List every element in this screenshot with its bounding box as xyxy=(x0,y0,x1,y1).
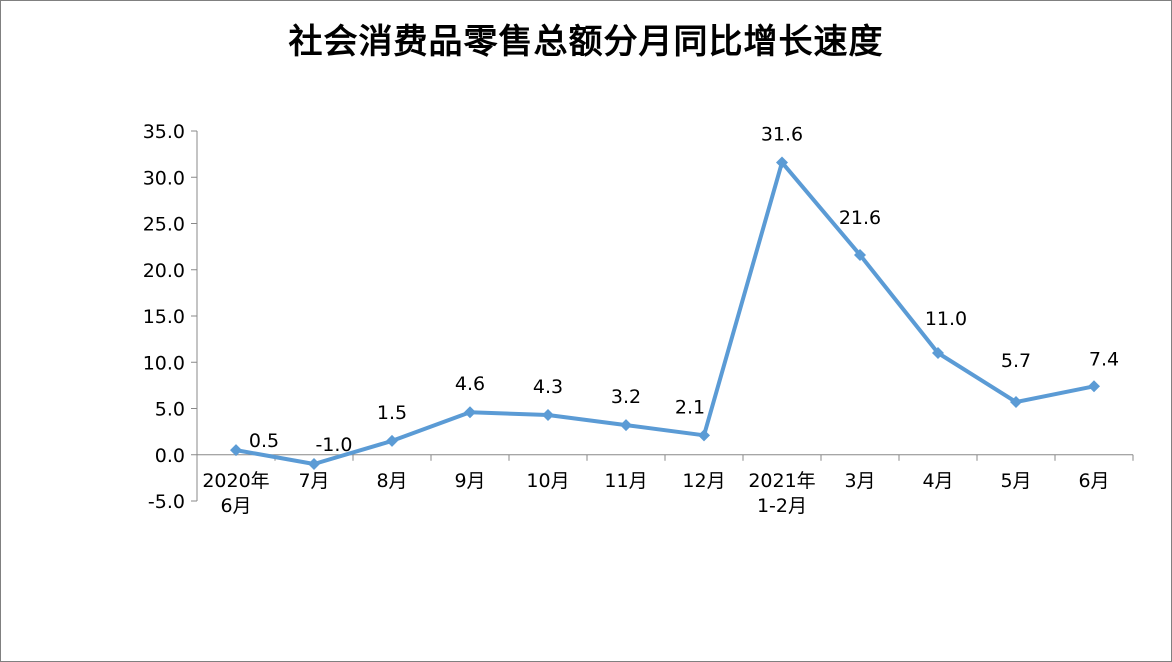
x-axis-ticks: 2020年 6月 7月 8月 9月 10月 11月 12月 2021年 1-2月 3月 4月 5月 6月 xyxy=(196,454,1134,517)
x-tick-label-line: 2020年 xyxy=(202,470,269,492)
data-label: 1.5 xyxy=(377,402,407,424)
series-line xyxy=(235,160,1095,466)
x-tick-label-line: 6月 xyxy=(1078,470,1109,492)
x-tick-label: 11月 xyxy=(604,470,647,492)
x-tick-label: 10月 xyxy=(526,470,569,492)
y-axis-ticks: -5.0 0.0 5.0 10.0 15.0 20.0 25.0 30.0 35.0 xyxy=(143,121,197,513)
x-tick-label-line: 1-2月 xyxy=(757,495,807,517)
data-point-marker xyxy=(308,458,320,470)
y-tick-label: 35.0 xyxy=(143,121,185,143)
series-line-group xyxy=(230,156,1100,470)
y-tick-label: 10.0 xyxy=(143,352,185,374)
data-label: 31.6 xyxy=(761,123,803,145)
data-label: 3.2 xyxy=(611,386,641,408)
data-point-marker xyxy=(1010,396,1022,409)
data-point-marker xyxy=(542,408,554,421)
data-point-marker xyxy=(854,248,866,261)
x-tick-label: 4月 xyxy=(922,470,953,492)
data-point-marker xyxy=(386,434,398,447)
data-labels: 0.5 -1.0 1.5 4.6 4.3 3.2 2.1 31.6 21.6 11.0 5.7 7.4 xyxy=(249,123,1119,456)
data-point-marker xyxy=(776,156,788,169)
x-tick-label-line: 3月 xyxy=(844,470,875,492)
y-tick-label: -5.0 xyxy=(148,491,185,513)
x-tick-label-line: 4月 xyxy=(922,470,953,492)
data-label: 7.4 xyxy=(1089,348,1119,370)
data-label: 11.0 xyxy=(925,308,967,330)
data-point-marker xyxy=(620,419,632,432)
x-tick-label-line: 5月 xyxy=(1000,470,1031,492)
y-tick-label: 15.0 xyxy=(143,306,185,328)
data-point-marker xyxy=(1088,380,1100,393)
x-tick-label: 3月 xyxy=(844,470,875,492)
data-label: 4.3 xyxy=(533,376,563,398)
y-tick-label: 0.0 xyxy=(155,445,185,467)
x-tick-label: 5月 xyxy=(1000,470,1031,492)
x-tick-label-line: 11月 xyxy=(604,470,647,492)
data-label: 2.1 xyxy=(675,396,705,418)
x-tick-label-line: 12月 xyxy=(682,470,725,492)
x-tick-label-line: 10月 xyxy=(526,470,569,492)
x-tick-label: 2020年 6月 xyxy=(202,470,269,517)
data-label: 0.5 xyxy=(249,430,279,452)
data-point-marker xyxy=(230,444,242,457)
y-tick-label: 5.0 xyxy=(155,399,185,421)
y-tick-label: 20.0 xyxy=(143,260,185,282)
x-tick-label-line: 8月 xyxy=(376,470,407,492)
x-tick-label-line: 2021年 xyxy=(748,470,815,492)
data-point-marker xyxy=(698,429,710,442)
data-point-marker xyxy=(932,347,944,359)
x-tick-label: 12月 xyxy=(682,470,725,492)
y-tick-label: 30.0 xyxy=(143,167,185,189)
data-label: -1.0 xyxy=(315,434,352,456)
chart-title: 社会消费品零售总额分月同比增长速度 xyxy=(288,22,884,62)
x-tick-label-line: 9月 xyxy=(454,470,485,492)
x-tick-label: 8月 xyxy=(376,470,407,492)
data-label: 5.7 xyxy=(1001,350,1031,372)
data-label: 4.6 xyxy=(455,373,485,395)
x-tick-label: 6月 xyxy=(1078,470,1109,492)
x-tick-label-line: 7月 xyxy=(298,470,329,492)
x-tick-label: 2021年 1-2月 xyxy=(748,470,815,517)
data-label: 21.6 xyxy=(839,207,881,229)
x-tick-label-line: 6月 xyxy=(220,495,251,517)
y-tick-label: 25.0 xyxy=(143,214,185,236)
x-tick-label: 7月 xyxy=(298,470,329,492)
x-tick-label: 9月 xyxy=(454,470,485,492)
data-point-marker xyxy=(464,406,476,419)
